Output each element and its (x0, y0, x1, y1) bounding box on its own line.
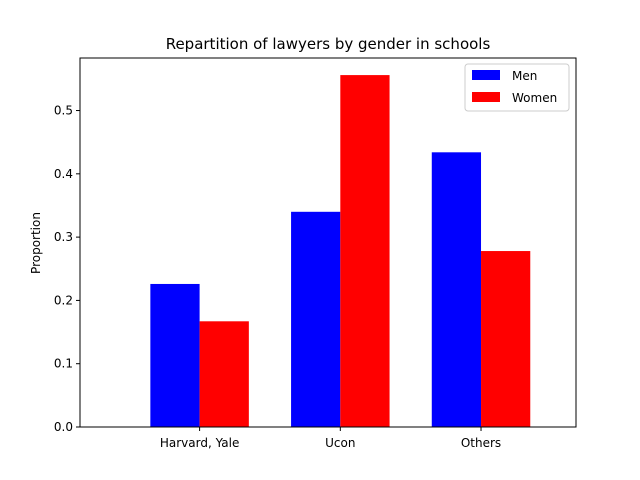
y-tick-label: 0.4 (54, 167, 73, 181)
bar-men-0 (150, 283, 200, 427)
x-tick-label: Harvard, Yale (160, 436, 239, 450)
y-tick-label: 0.3 (54, 230, 73, 244)
bars-group (150, 75, 531, 427)
legend-label-women: Women (512, 91, 557, 105)
bar-men-1 (291, 211, 341, 427)
bar-women-2 (481, 251, 531, 427)
y-tick-label: 0.5 (54, 104, 73, 118)
bar-men-2 (431, 152, 482, 427)
legend-label-men: Men (512, 69, 537, 83)
x-tick-label: Others (461, 436, 501, 450)
y-axis-label: Proportion (29, 212, 43, 274)
chart-title: Repartition of lawyers by gender in scho… (166, 35, 491, 53)
x-tick-label: Ucon (325, 436, 355, 450)
y-ticks: 0.0 0.1 0.2 0.3 0.4 0.5 (54, 104, 80, 434)
bar-women-0 (199, 321, 249, 427)
legend-swatch-women (472, 92, 500, 102)
y-tick-label: 0.2 (54, 293, 73, 307)
bar-women-1 (340, 75, 390, 427)
legend-swatch-men (472, 70, 500, 80)
legend: Men Women (464, 63, 570, 112)
y-tick-label: 0.1 (54, 357, 73, 371)
plot-frame (79, 57, 577, 428)
y-tick-label: 0.0 (54, 420, 73, 434)
x-ticks: Harvard, Yale Ucon Others (160, 427, 501, 450)
